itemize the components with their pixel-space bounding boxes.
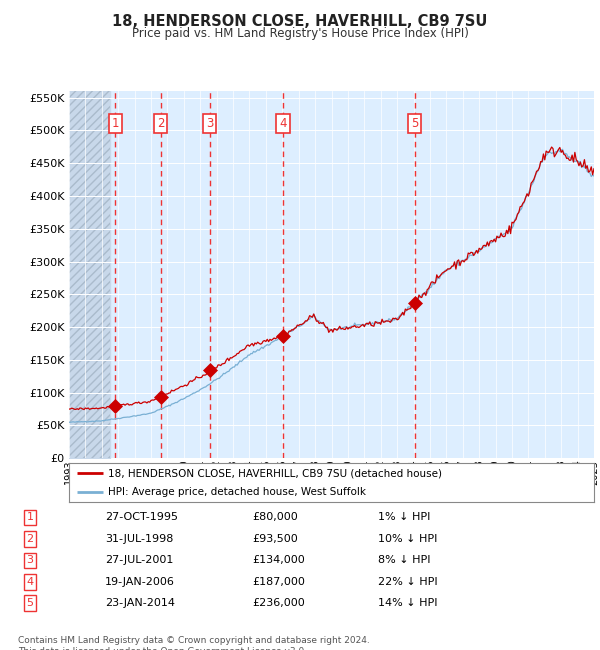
Text: Contains HM Land Registry data © Crown copyright and database right 2024.
This d: Contains HM Land Registry data © Crown c… [18, 636, 370, 650]
Text: 8% ↓ HPI: 8% ↓ HPI [378, 555, 431, 566]
Text: 5: 5 [411, 117, 418, 130]
Text: 1: 1 [26, 512, 34, 523]
Text: HPI: Average price, detached house, West Suffolk: HPI: Average price, detached house, West… [109, 487, 367, 497]
Text: 2: 2 [157, 117, 164, 130]
Text: 3: 3 [206, 117, 213, 130]
Text: 4: 4 [26, 577, 34, 587]
Text: 22% ↓ HPI: 22% ↓ HPI [378, 577, 437, 587]
Text: 3: 3 [26, 555, 34, 566]
Text: 27-JUL-2001: 27-JUL-2001 [105, 555, 173, 566]
Text: £93,500: £93,500 [252, 534, 298, 544]
Text: 27-OCT-1995: 27-OCT-1995 [105, 512, 178, 523]
Text: £134,000: £134,000 [252, 555, 305, 566]
Text: 18, HENDERSON CLOSE, HAVERHILL, CB9 7SU: 18, HENDERSON CLOSE, HAVERHILL, CB9 7SU [112, 14, 488, 29]
Text: 4: 4 [280, 117, 287, 130]
Text: 18, HENDERSON CLOSE, HAVERHILL, CB9 7SU (detached house): 18, HENDERSON CLOSE, HAVERHILL, CB9 7SU … [109, 469, 442, 478]
Text: 2: 2 [26, 534, 34, 544]
Text: 1: 1 [112, 117, 119, 130]
Text: 31-JUL-1998: 31-JUL-1998 [105, 534, 173, 544]
Text: Price paid vs. HM Land Registry's House Price Index (HPI): Price paid vs. HM Land Registry's House … [131, 27, 469, 40]
Text: 14% ↓ HPI: 14% ↓ HPI [378, 598, 437, 608]
Text: 5: 5 [26, 598, 34, 608]
Text: £187,000: £187,000 [252, 577, 305, 587]
Text: 19-JAN-2006: 19-JAN-2006 [105, 577, 175, 587]
Text: 1% ↓ HPI: 1% ↓ HPI [378, 512, 430, 523]
Text: 23-JAN-2014: 23-JAN-2014 [105, 598, 175, 608]
Bar [69, 91, 110, 458]
Text: £236,000: £236,000 [252, 598, 305, 608]
Text: 10% ↓ HPI: 10% ↓ HPI [378, 534, 437, 544]
Text: £80,000: £80,000 [252, 512, 298, 523]
